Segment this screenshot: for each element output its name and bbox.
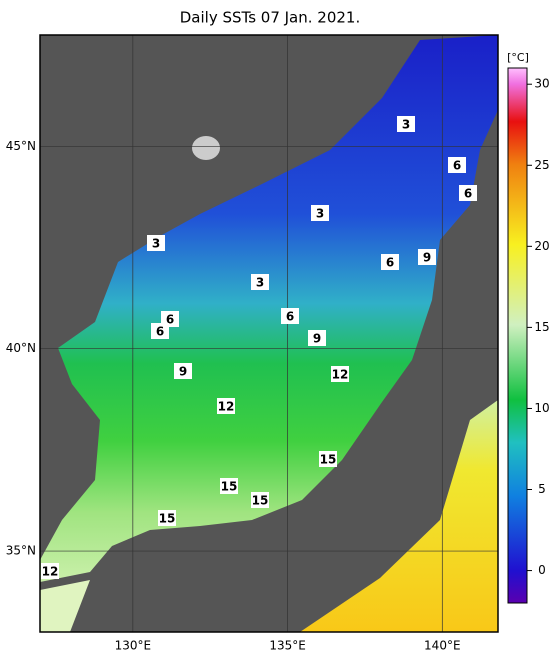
contour-label-box bbox=[331, 366, 349, 382]
contour-label: 3 bbox=[256, 276, 264, 290]
contour-label-box bbox=[311, 205, 329, 221]
contour-label-box bbox=[459, 185, 477, 201]
map-frame bbox=[39, 34, 499, 633]
contour-label-box bbox=[448, 157, 466, 173]
contour-label: 12 bbox=[332, 368, 349, 382]
contour-label-box bbox=[220, 478, 238, 494]
contour-label: 9 bbox=[313, 332, 321, 346]
contour-label-box bbox=[174, 363, 192, 379]
contour-label: 3 bbox=[316, 207, 324, 221]
contour-label: 3 bbox=[402, 118, 410, 132]
contour-label-box bbox=[319, 451, 337, 467]
lat-tick-label: 35°N bbox=[6, 544, 36, 558]
lat-tick-label: 40°N bbox=[6, 341, 36, 355]
colorbar bbox=[507, 67, 528, 604]
contour-label-box bbox=[147, 235, 165, 251]
colorbar-tick-label: 10 bbox=[534, 401, 549, 415]
contour-label-box bbox=[41, 563, 59, 579]
contour-label: 9 bbox=[423, 251, 431, 265]
contour-label: 15 bbox=[221, 480, 238, 494]
contour-label-box bbox=[418, 249, 436, 265]
contour-label-box bbox=[397, 116, 415, 132]
contour-label: 15 bbox=[252, 494, 269, 508]
contour-label: 6 bbox=[386, 256, 394, 270]
colorbar-tick-label: 30 bbox=[534, 77, 549, 91]
contour-label-box bbox=[381, 254, 399, 270]
graticule: 130°E 135°E 140°E 45°N 40°N 35°N bbox=[6, 35, 498, 653]
contour-label-box bbox=[217, 398, 235, 414]
contour-label: 6 bbox=[464, 187, 472, 201]
map bbox=[40, 35, 498, 632]
contour-label: 6 bbox=[166, 313, 174, 327]
contour-label-box bbox=[251, 274, 269, 290]
title: Daily SSTs 07 Jan. 2021. bbox=[180, 9, 360, 27]
contour-label: 3 bbox=[152, 237, 160, 251]
lon-tick-label: 130°E bbox=[115, 639, 152, 653]
lon-tick-label: 135°E bbox=[269, 639, 306, 653]
contour-label: 6 bbox=[156, 325, 164, 339]
contour-label: 6 bbox=[286, 310, 294, 324]
contour-label-box bbox=[281, 308, 299, 324]
contour-label-box bbox=[251, 492, 269, 508]
contour-label: 15 bbox=[320, 453, 337, 467]
colorbar-tick-label: 20 bbox=[534, 239, 549, 253]
colorbar-tick-label: 25 bbox=[534, 158, 549, 172]
contour-label: 12 bbox=[42, 565, 59, 579]
pacific bbox=[300, 400, 498, 632]
contour-label: 6 bbox=[453, 159, 461, 173]
contour-label: 9 bbox=[179, 365, 187, 379]
colorbar-tick-label: 5 bbox=[538, 482, 546, 496]
colorbar-tick-label: 0 bbox=[538, 563, 546, 577]
lat-tick-label: 45°N bbox=[6, 139, 36, 153]
lon-tick-label: 140°E bbox=[424, 639, 461, 653]
colorbar-unit: [°C] bbox=[507, 51, 529, 64]
yellow-sea bbox=[40, 580, 90, 632]
contour-label: 12 bbox=[218, 400, 235, 414]
sea-of-japan bbox=[40, 35, 498, 582]
colorbar-tick-label: 15 bbox=[534, 320, 549, 334]
colorbar-ticks: 0 5 10 15 20 25 30 bbox=[527, 77, 550, 577]
contour-label: 15 bbox=[159, 512, 176, 526]
contour-label-box bbox=[308, 330, 326, 346]
contour-label-box bbox=[158, 510, 176, 526]
contour-label-box bbox=[151, 323, 169, 339]
island bbox=[192, 136, 220, 160]
